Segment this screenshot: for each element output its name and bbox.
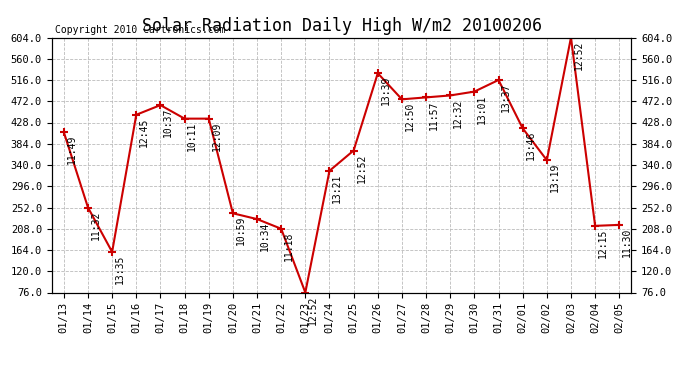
Text: Copyright 2010 Cartronics.com: Copyright 2010 Cartronics.com [55,25,225,35]
Text: 12:09: 12:09 [212,122,221,151]
Text: 11:30: 11:30 [622,228,632,257]
Text: 12:15: 12:15 [598,229,608,258]
Text: 13:46: 13:46 [526,131,535,160]
Text: 10:59: 10:59 [236,216,246,246]
Text: 12:32: 12:32 [453,98,463,128]
Title: Solar Radiation Daily High W/m2 20100206: Solar Radiation Daily High W/m2 20100206 [141,16,542,34]
Text: 13:01: 13:01 [477,94,487,124]
Text: 11:32: 11:32 [91,210,101,240]
Text: 13:37: 13:37 [502,83,511,112]
Text: 13:19: 13:19 [550,163,560,192]
Text: 10:34: 10:34 [260,222,270,251]
Text: 12:52: 12:52 [357,153,366,183]
Text: 13:39: 13:39 [381,76,391,105]
Text: 11:18: 11:18 [284,231,294,261]
Text: 13:35: 13:35 [115,255,125,284]
Text: 12:50: 12:50 [405,102,415,132]
Text: 10:11: 10:11 [188,122,197,151]
Text: 13:21: 13:21 [333,174,342,203]
Text: 10:37: 10:37 [164,108,173,137]
Text: 11:49: 11:49 [67,135,77,164]
Text: 12:52: 12:52 [308,295,318,325]
Text: 12:45: 12:45 [139,117,149,147]
Text: 12:52: 12:52 [574,40,584,70]
Text: 11:57: 11:57 [429,100,439,129]
